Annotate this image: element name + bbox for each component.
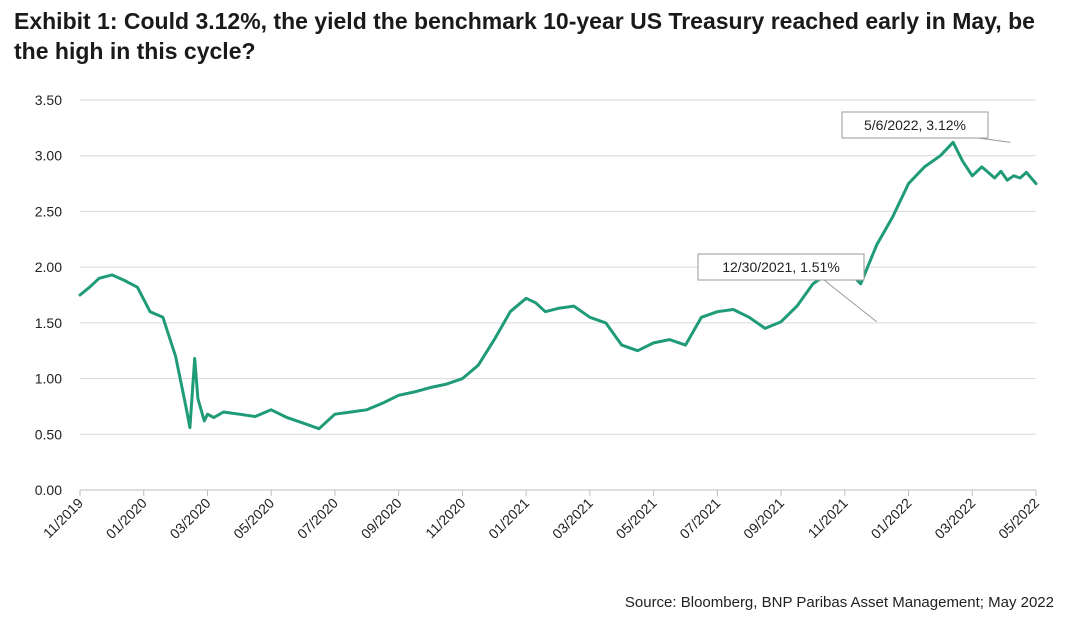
x-tick-label: 01/2021 (485, 495, 532, 542)
x-axis-ticks: 11/2019 01/2020 03/2020 05/2020 07/2020 09/20… (40, 490, 1042, 542)
y-tick-label: 1.00 (35, 371, 62, 387)
y-tick-label: 2.50 (35, 203, 62, 219)
x-tick-label: 03/2022 (931, 495, 978, 542)
callout-label: 5/6/2022, 3.12% (864, 117, 966, 133)
chart-title: Exhibit 1: Could 3.12%, the yield the be… (14, 8, 1035, 64)
callout-box (841, 111, 989, 139)
source-note: Source: Bloomberg, BNP Paribas Asset Man… (624, 594, 1054, 611)
callout-box (697, 253, 865, 281)
callout: 5/6/2022, 3.12% (841, 111, 1011, 143)
y-tick-label: 2.00 (35, 259, 62, 275)
x-tick-label: 03/2021 (549, 495, 596, 542)
x-tick-label: 01/2022 (868, 495, 915, 542)
x-tick-label: 05/2022 (995, 495, 1042, 542)
x-tick-label: 07/2020 (294, 495, 341, 542)
y-tick-label: 0.50 (35, 426, 62, 442)
x-tick-label: 09/2021 (740, 495, 787, 542)
callout-leader (977, 137, 1011, 143)
callout-leader (823, 279, 877, 323)
callout: 12/30/2021, 1.51% (697, 253, 877, 323)
callout-label: 12/30/2021, 1.51% (722, 259, 840, 275)
gridlines (80, 99, 1036, 435)
x-tick-label: 11/2021 (805, 495, 852, 542)
y-tick-label: 3.50 (35, 92, 62, 108)
callouts: 5/6/2022, 3.12% 12/30/2021, 1.51% (697, 111, 1011, 323)
x-tick-label: 01/2020 (103, 495, 150, 542)
x-tick-label: 11/2020 (422, 495, 469, 542)
x-tick-label: 05/2021 (613, 495, 660, 542)
y-tick-label: 0.00 (35, 482, 62, 498)
y-tick-label: 1.50 (35, 315, 62, 331)
series-line (78, 140, 1038, 431)
x-tick-label: 05/2020 (230, 495, 277, 542)
y-tick-label: 3.00 (35, 148, 62, 164)
y-axis-ticks: 0.00 0.50 1.00 1.50 2.00 2.50 3.00 3.50 (35, 92, 62, 498)
x-tick-label: 09/2020 (358, 495, 405, 542)
x-tick-label: 07/2021 (676, 495, 723, 542)
series-layer (78, 140, 1038, 431)
x-tick-label: 03/2020 (166, 495, 213, 542)
x-tick-label: 11/2019 (40, 495, 87, 542)
